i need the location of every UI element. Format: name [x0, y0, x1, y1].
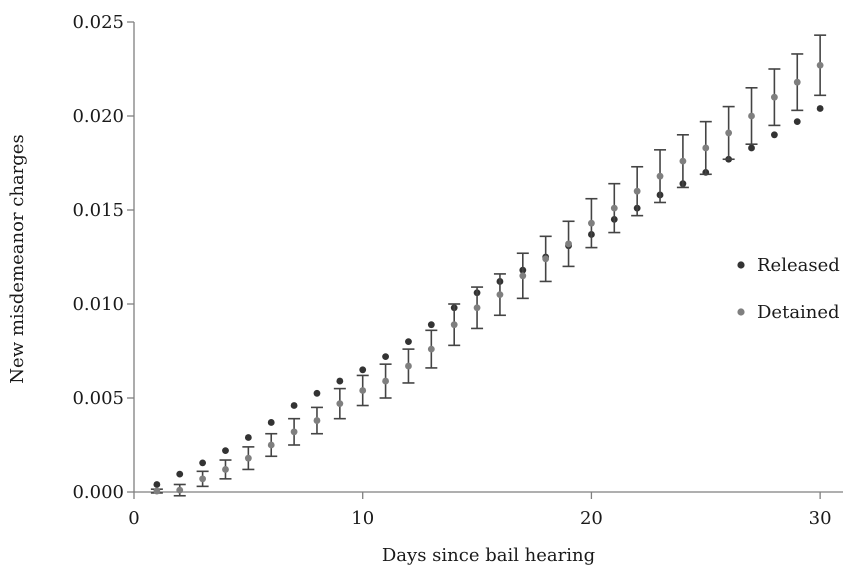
data-point-detained: [588, 219, 595, 227]
data-point-detained: [267, 441, 275, 449]
y-axis-title: New misdemeanor charges: [7, 134, 28, 383]
data-point-detained: [359, 387, 367, 394]
data-point-detained: [565, 240, 572, 248]
y-tick-label: 0.025: [72, 12, 124, 33]
data-point-released: [816, 105, 824, 112]
legend-label: Released: [757, 255, 840, 276]
data-point-detained: [793, 78, 801, 86]
data-point-released: [199, 459, 207, 467]
data-point-detained: [633, 187, 641, 195]
data-point-detained: [473, 304, 481, 312]
data-point-released: [153, 481, 161, 488]
data-point-detained: [748, 112, 755, 120]
data-point-detained: [244, 454, 252, 462]
data-point-detained: [702, 144, 710, 152]
legend: Released Detained: [737, 255, 840, 323]
legend-label: Detained: [757, 302, 840, 323]
data-point-released: [793, 118, 801, 126]
data-point-detained: [153, 487, 161, 495]
legend-marker: [737, 261, 745, 269]
series-area: [150, 34, 827, 497]
y-tick-label: 0.020: [72, 106, 124, 127]
data-point-detained: [199, 475, 207, 483]
data-point-released: [405, 338, 412, 345]
data-point-released: [336, 377, 344, 385]
data-point-detained: [405, 362, 412, 370]
data-point-detained: [656, 172, 664, 180]
y-tick-label: 0.005: [72, 388, 124, 409]
data-point-detained: [496, 291, 504, 298]
series-released: [153, 105, 824, 488]
data-point-released: [176, 470, 184, 478]
data-point-detained: [610, 204, 618, 212]
x-tick-label: 30: [809, 508, 832, 529]
data-point-detained: [382, 377, 389, 385]
x-tick-label: 10: [351, 508, 374, 529]
data-point-detained: [336, 400, 344, 408]
y-tick-label: 0.015: [72, 200, 124, 221]
x-tick-label: 20: [580, 508, 603, 529]
data-point-detained: [450, 321, 458, 329]
data-point-released: [313, 389, 321, 397]
axes: [133, 22, 843, 493]
data-point-detained: [770, 93, 778, 101]
data-point-released: [222, 447, 229, 455]
data-point-detained: [816, 61, 824, 69]
data-point-detained: [290, 428, 298, 436]
ticks: 0.000 0.005 0.010 0.015 0.020 0.025 0 10 20 30: [72, 12, 831, 529]
data-point-released: [748, 144, 755, 152]
legend-marker: [737, 308, 745, 316]
x-axis-title: Days since bail hearing: [382, 545, 595, 566]
data-point-released: [382, 353, 389, 361]
data-point-detained: [427, 345, 435, 353]
data-point-detained: [725, 129, 733, 137]
data-point-released: [267, 419, 275, 426]
data-point-released: [770, 131, 778, 139]
y-tick-label: 0.000: [72, 482, 124, 503]
data-point-detained: [176, 486, 184, 494]
series-detained: [150, 34, 827, 497]
data-point-detained: [542, 255, 550, 263]
y-tick-label: 0.010: [72, 294, 124, 315]
data-point-released: [359, 366, 367, 374]
data-point-detained: [313, 417, 321, 424]
data-point-detained: [679, 157, 687, 165]
x-tick-label: 0: [128, 508, 139, 529]
data-point-released: [244, 434, 252, 441]
data-point-released: [427, 321, 435, 329]
data-point-detained: [222, 466, 229, 473]
data-point-detained: [519, 272, 527, 280]
data-point-released: [290, 402, 298, 409]
